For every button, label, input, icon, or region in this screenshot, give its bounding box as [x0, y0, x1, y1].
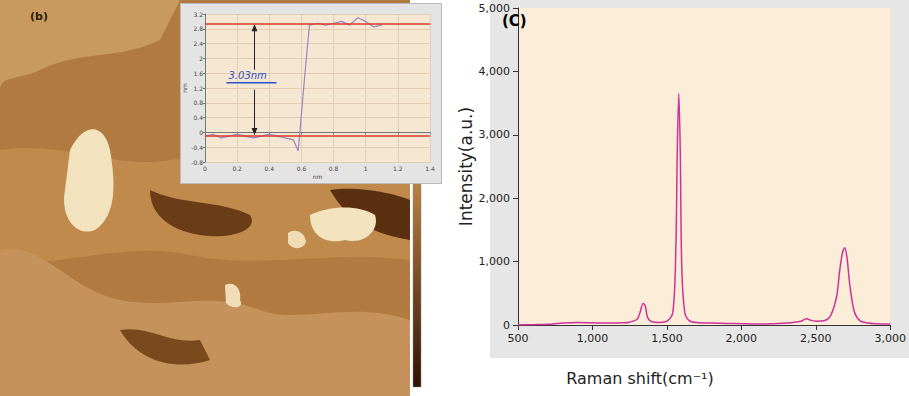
- svg-text:3.2: 3.2: [193, 11, 203, 18]
- svg-text:3,000: 3,000: [479, 128, 511, 141]
- svg-text:1.2: 1.2: [193, 85, 203, 92]
- svg-text:2: 2: [199, 55, 203, 62]
- svg-text:2,000: 2,000: [726, 332, 758, 345]
- svg-text:2,500: 2,500: [800, 332, 832, 345]
- svg-text:0.4: 0.4: [265, 165, 275, 172]
- svg-text:4,000: 4,000: [479, 65, 511, 78]
- svg-text:0: 0: [199, 129, 203, 136]
- svg-text:-0.8: -0.8: [191, 159, 203, 166]
- svg-text:-0.4: -0.4: [191, 144, 203, 151]
- svg-text:0.4: 0.4: [193, 114, 203, 121]
- svg-text:1.2: 1.2: [393, 165, 403, 172]
- svg-text:0.6: 0.6: [297, 165, 307, 172]
- svg-text:(C): (C): [502, 12, 527, 30]
- svg-text:0: 0: [503, 319, 510, 332]
- svg-text:0.2: 0.2: [232, 165, 242, 172]
- svg-text:500: 500: [508, 332, 529, 345]
- svg-text:0.8: 0.8: [193, 99, 203, 106]
- svg-text:3,000: 3,000: [875, 332, 907, 345]
- svg-text:1: 1: [364, 165, 368, 172]
- svg-text:1.6: 1.6: [193, 70, 203, 77]
- svg-text:2.4: 2.4: [193, 40, 203, 47]
- svg-text:2,000: 2,000: [479, 192, 511, 205]
- svg-text:0: 0: [203, 165, 207, 172]
- svg-text:nm: nm: [313, 173, 323, 180]
- svg-text:(b): (b): [30, 10, 48, 23]
- svg-text:2.8: 2.8: [193, 25, 203, 32]
- svg-text:1,000: 1,000: [577, 332, 609, 345]
- svg-text:Raman shift(cm⁻¹): Raman shift(cm⁻¹): [566, 369, 713, 388]
- svg-text:1,500: 1,500: [651, 332, 683, 345]
- svg-text:1.4: 1.4: [425, 165, 435, 172]
- svg-text:Intensity(a.u.): Intensity(a.u.): [456, 107, 476, 226]
- svg-text:1,000: 1,000: [479, 255, 511, 268]
- svg-text:nm: nm: [181, 83, 188, 93]
- svg-text:0.8: 0.8: [329, 165, 339, 172]
- svg-text:5,000: 5,000: [478, 1, 510, 15]
- svg-text:3.03nm: 3.03nm: [229, 70, 268, 81]
